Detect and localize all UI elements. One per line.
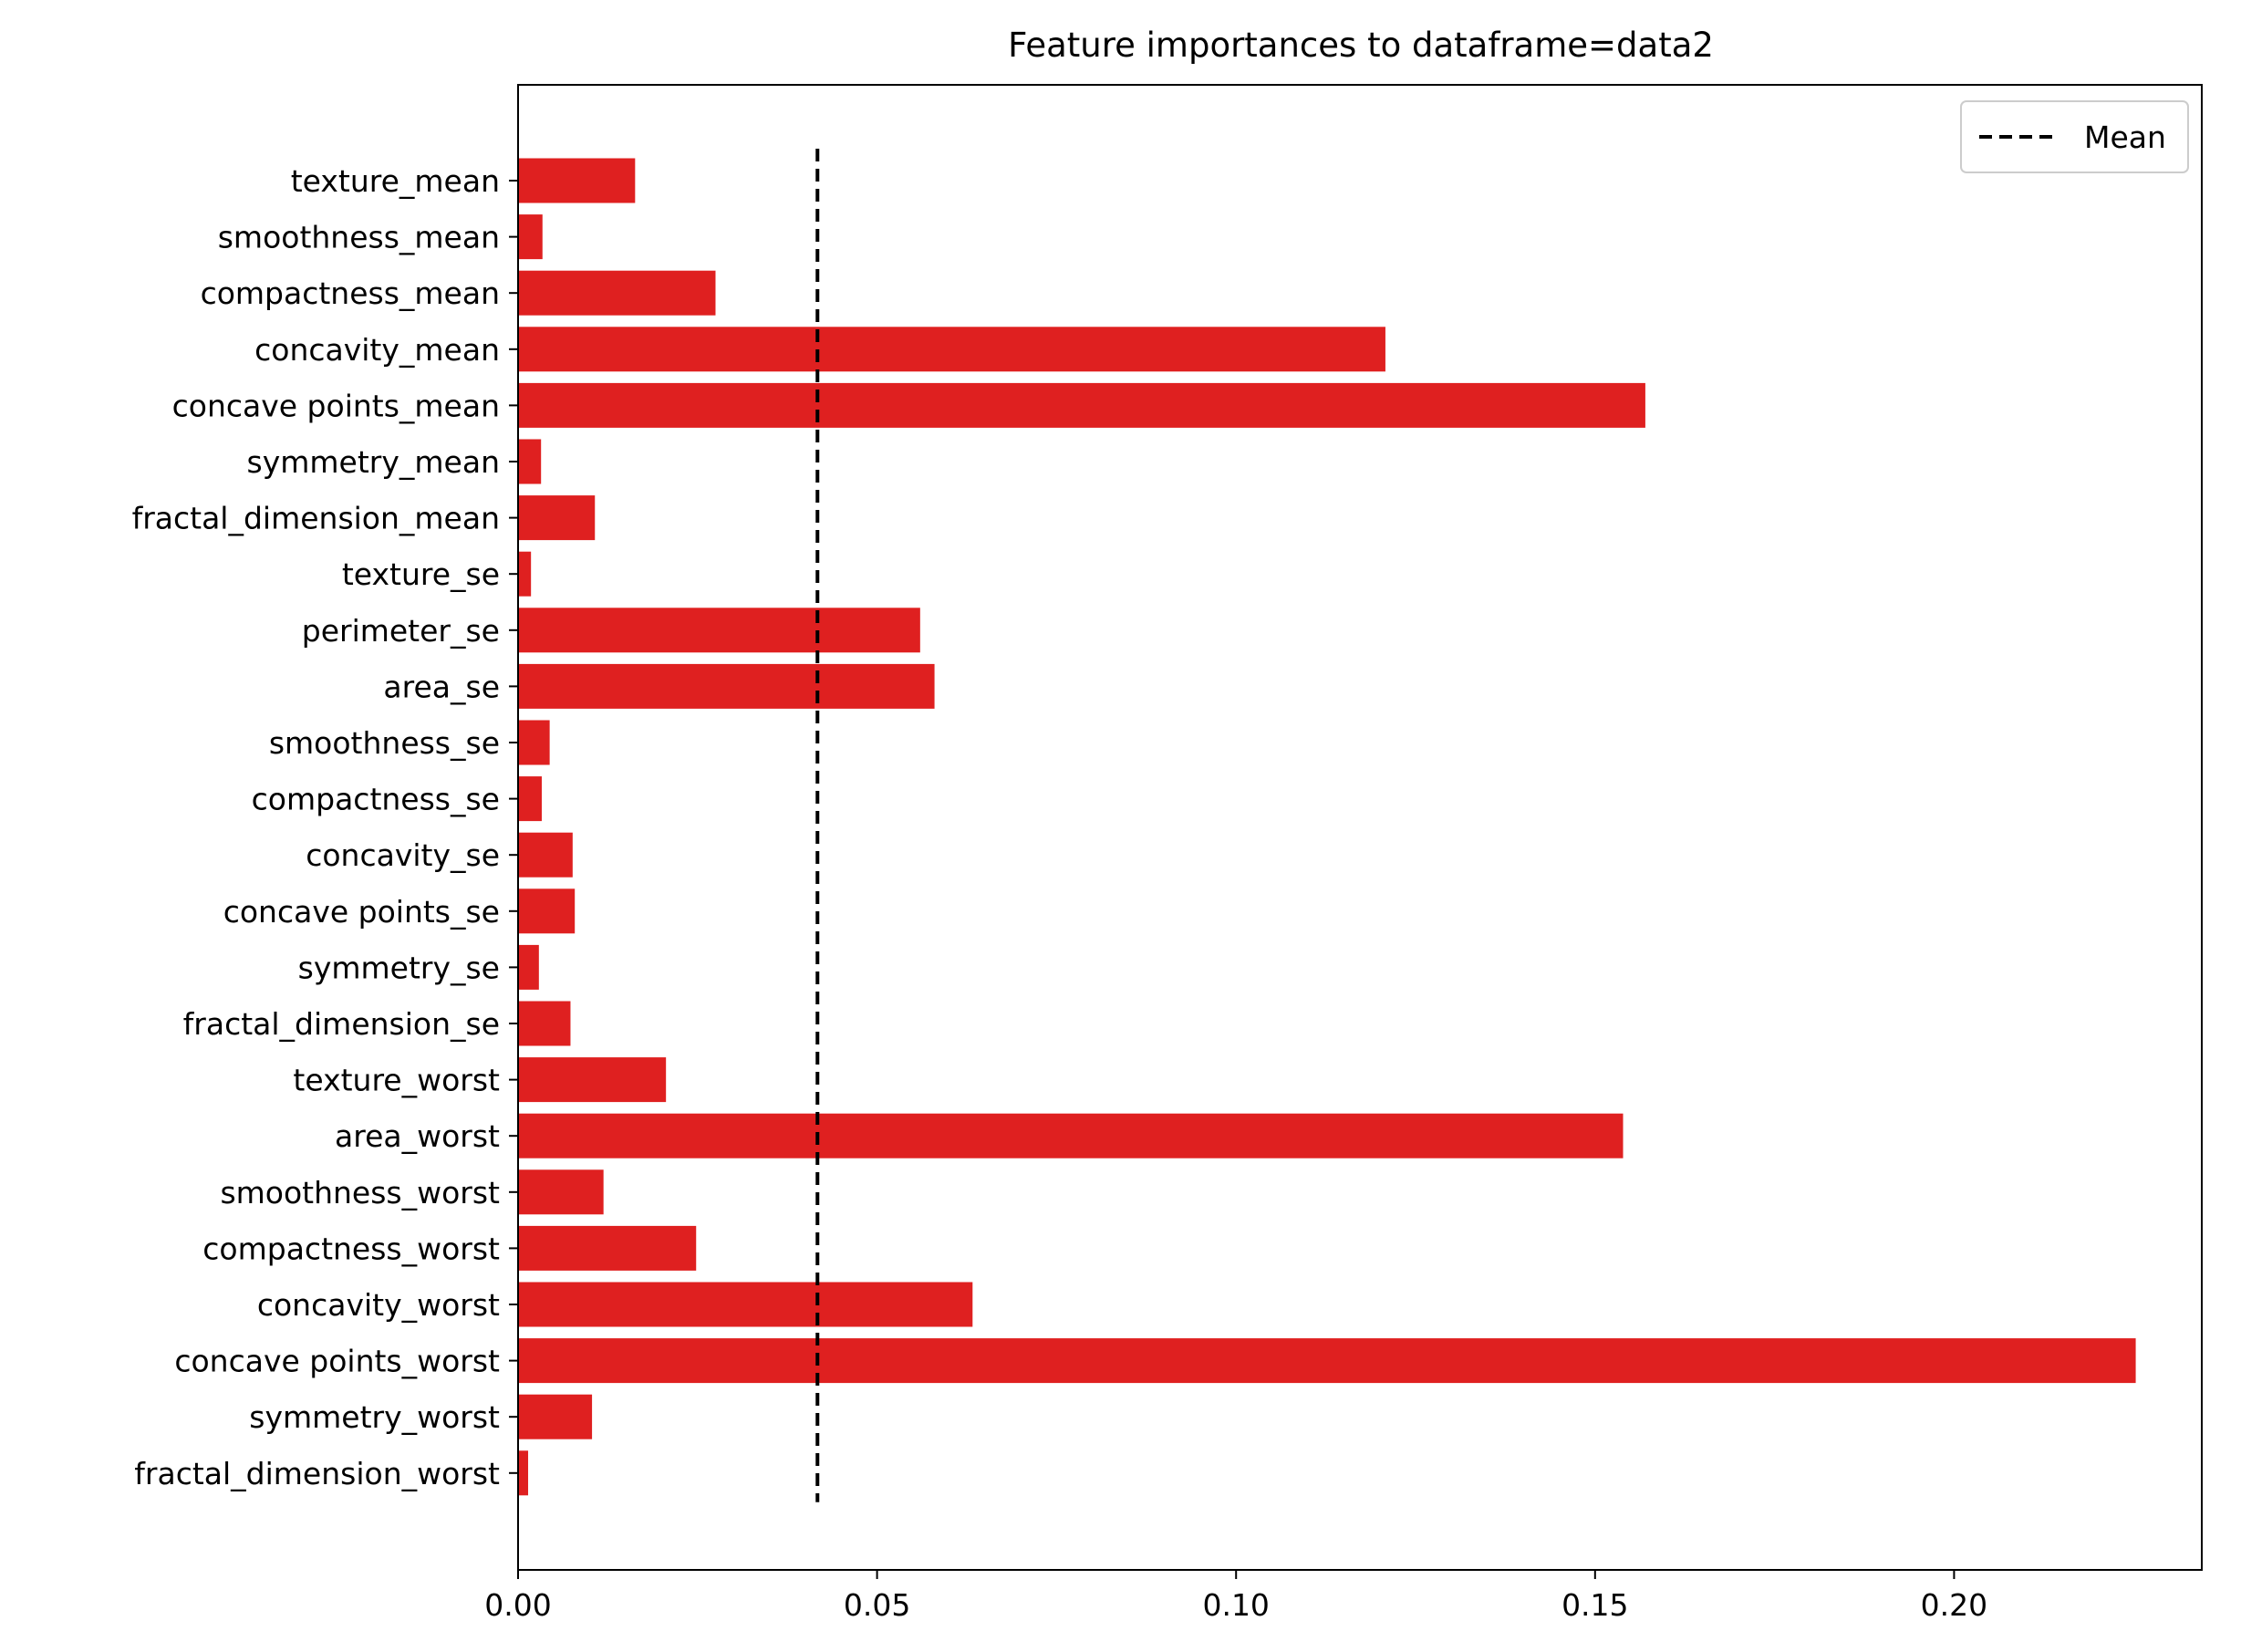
- y-tick-label: symmetry_mean: [247, 444, 500, 480]
- y-tick-label: compactness_mean: [201, 275, 500, 311]
- bar-compactness-mean: [518, 270, 716, 316]
- bar-symmetry-se: [518, 944, 539, 990]
- legend: Mean: [1960, 100, 2189, 173]
- y-tick-label: concavity_mean: [254, 332, 500, 368]
- bar-fractal-dimension-worst: [518, 1450, 529, 1496]
- legend-mean-label: Mean: [2084, 119, 2166, 155]
- bar-area-worst: [518, 1113, 1624, 1158]
- bar-texture-worst: [518, 1057, 667, 1103]
- bar-smoothness-worst: [518, 1169, 604, 1215]
- y-tick-label: smoothness_se: [269, 725, 500, 761]
- bar-fractal-dimension-se: [518, 1001, 571, 1046]
- y-tick-label: concave points_se: [223, 894, 500, 930]
- y-tick-label: texture_worst: [293, 1063, 500, 1098]
- y-tick-label: compactness_se: [252, 782, 500, 817]
- bar-compactness-worst: [518, 1225, 697, 1271]
- x-tick-label: 0.20: [1921, 1587, 1987, 1623]
- x-tick-label: 0.05: [844, 1587, 910, 1623]
- y-tick-label: texture_mean: [291, 163, 500, 199]
- y-axis: texture_mean smoothness_mean compactness_m…: [132, 163, 518, 1491]
- y-tick-label: perimeter_se: [302, 613, 500, 649]
- plot-area-frame: [517, 84, 2203, 1571]
- chart-title: Feature importances to dataframe=data2: [1008, 26, 1714, 65]
- bars-layer: [518, 158, 2136, 1496]
- bar-concavity-mean: [518, 327, 1385, 372]
- y-tick-label: concave points_mean: [172, 388, 500, 423]
- y-tick-label: area_worst: [335, 1118, 500, 1154]
- x-tick-label: 0.15: [1561, 1587, 1628, 1623]
- y-tick-label: area_se: [383, 669, 500, 704]
- bar-concave-points-worst: [518, 1338, 2136, 1384]
- bar-concave-points-mean: [518, 382, 1645, 428]
- bar-concavity-se: [518, 832, 573, 878]
- y-tick-label: symmetry_worst: [249, 1399, 500, 1435]
- legend-box: [1960, 100, 2189, 173]
- bar-concave-points-se: [518, 888, 576, 934]
- y-tick-label: concavity_worst: [257, 1287, 500, 1323]
- bar-texture-mean: [518, 158, 636, 203]
- bar-fractal-dimension-mean: [518, 495, 596, 541]
- x-axis: 0.00 0.05 0.10 0.15 0.20: [484, 1570, 1987, 1623]
- bar-area-se: [518, 663, 935, 709]
- x-tick-label: 0.00: [484, 1587, 551, 1623]
- y-tick-label: symmetry_se: [298, 950, 500, 985]
- y-tick-label: fractal_dimension_mean: [132, 501, 500, 536]
- bar-smoothness-se: [518, 720, 550, 765]
- bar-perimeter-se: [518, 608, 920, 653]
- bar-symmetry-worst: [518, 1394, 593, 1439]
- y-tick-label: fractal_dimension_se: [183, 1006, 500, 1042]
- y-tick-label: compactness_worst: [202, 1231, 500, 1266]
- y-tick-label: smoothness_worst: [220, 1175, 500, 1210]
- y-tick-label: concave points_worst: [174, 1344, 500, 1379]
- y-tick-label: fractal_dimension_worst: [134, 1456, 500, 1491]
- y-tick-label: texture_se: [342, 556, 500, 592]
- bar-compactness-se: [518, 776, 542, 822]
- bar-symmetry-mean: [518, 439, 542, 484]
- x-tick-label: 0.10: [1202, 1587, 1269, 1623]
- bar-smoothness-mean: [518, 214, 543, 260]
- bar-texture-se: [518, 551, 532, 597]
- y-tick-label: concavity_se: [306, 837, 500, 873]
- bar-concavity-worst: [518, 1282, 973, 1327]
- y-tick-label: smoothness_mean: [218, 220, 500, 255]
